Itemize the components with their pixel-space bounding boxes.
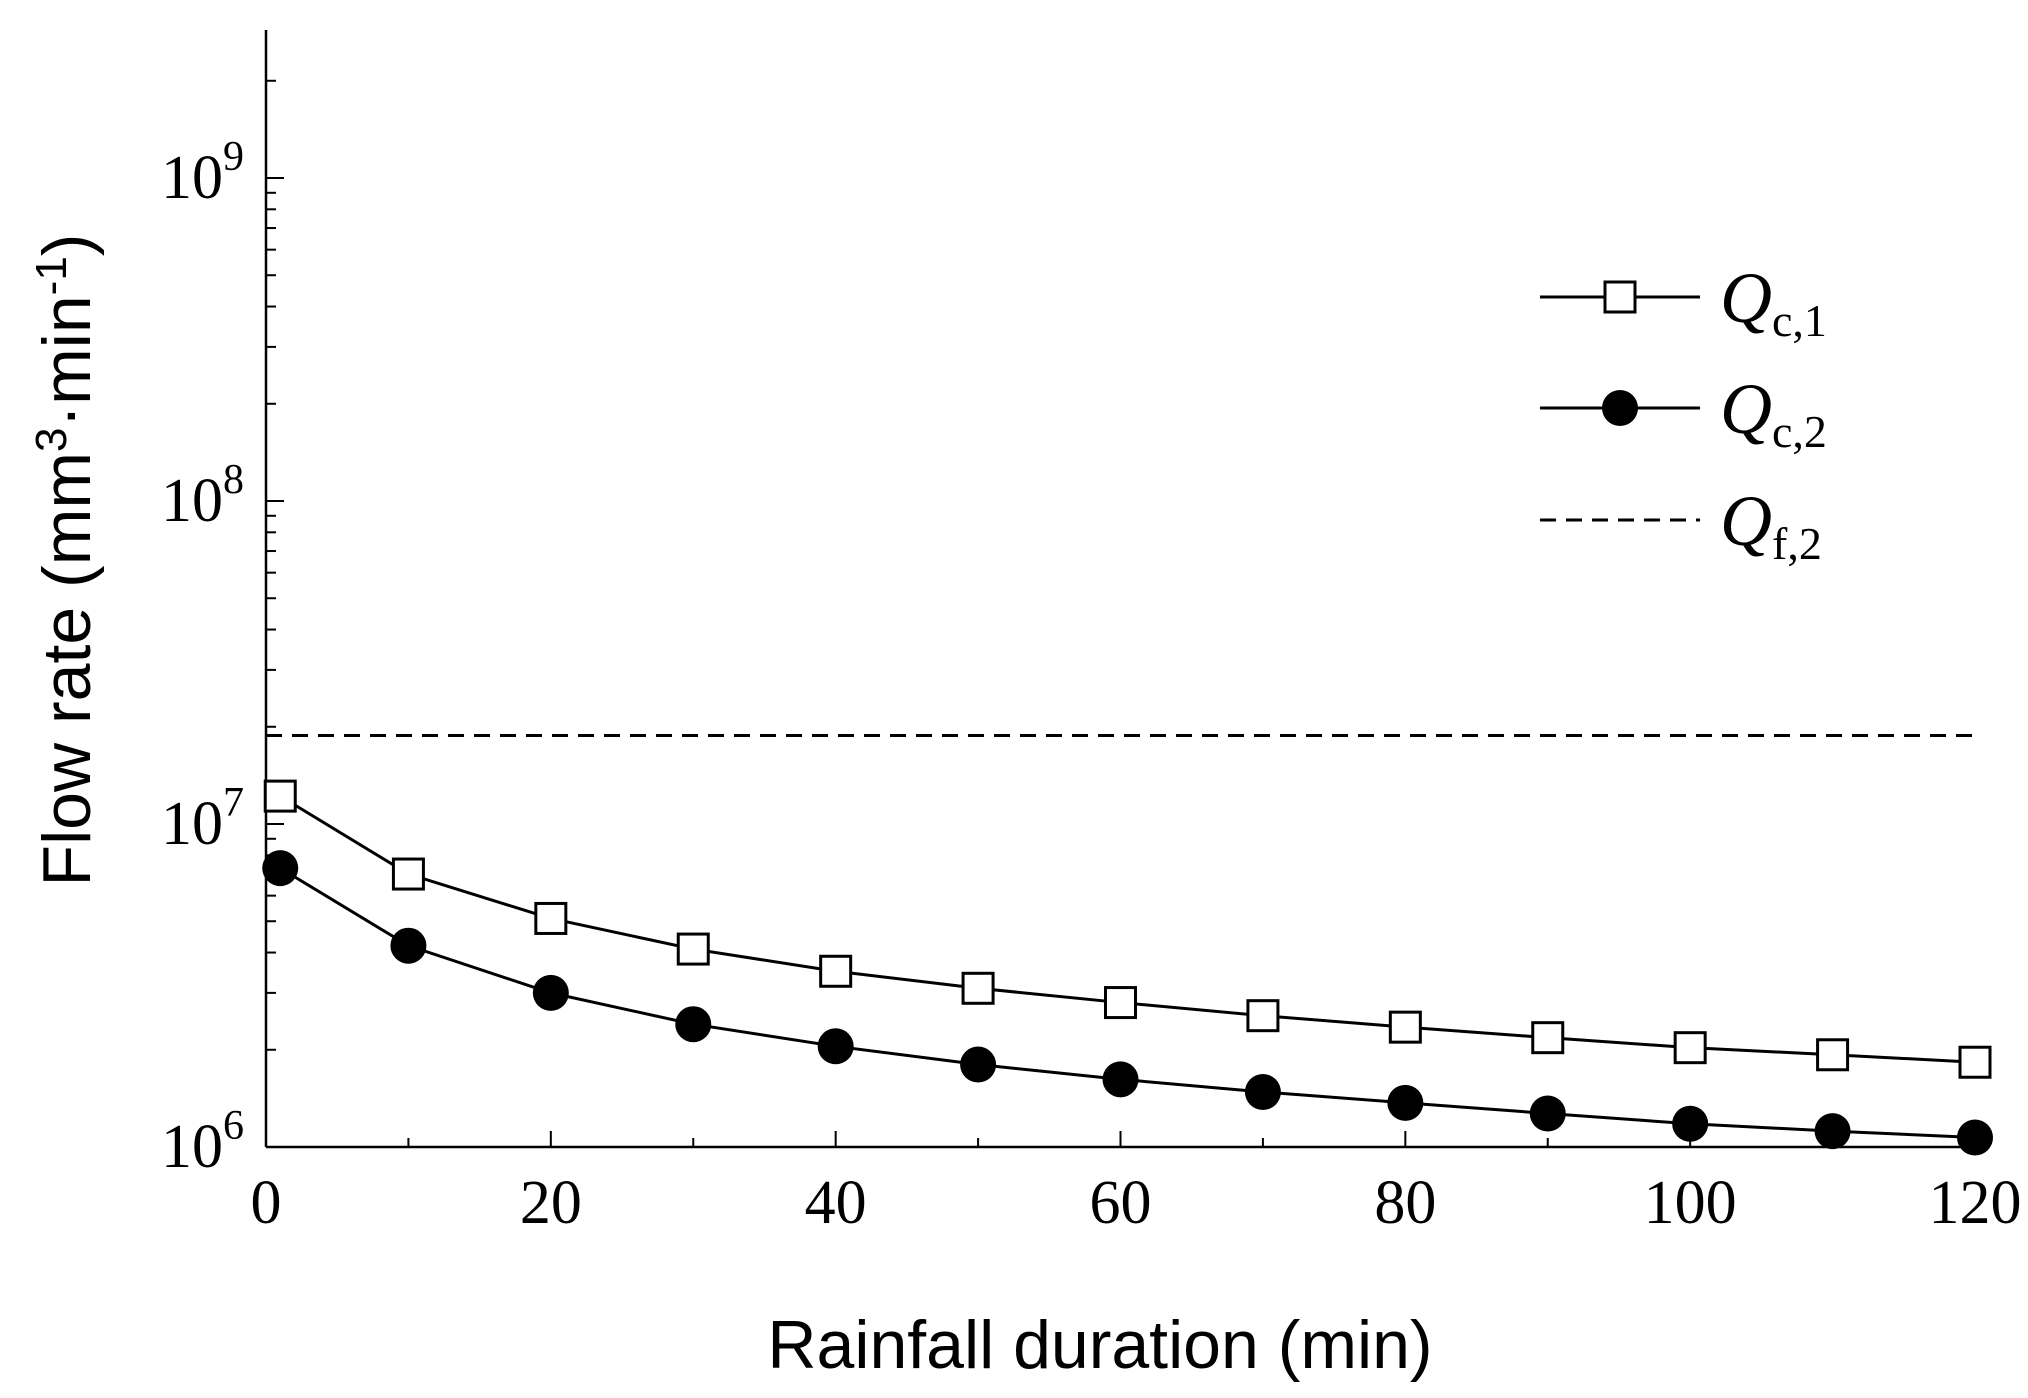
legend-item-qc2: Qc,2 [1540,369,1827,457]
series-layer [262,733,1993,1156]
data-point-square [1816,1038,1850,1072]
data-point-circle [1102,1061,1139,1098]
data-point-square [961,971,995,1005]
x-axis-title: Rainfall duration (min) [767,1307,1432,1383]
legend-label-qf2: Qf,2 [1720,481,1822,569]
y-axis-title-middle: ·min [29,295,105,427]
data-point-square [1673,1031,1707,1065]
y-tick-label: 106 [161,1103,244,1181]
data-point-square [1958,1045,1992,1079]
x-tick-label: 80 [1374,1169,1436,1237]
data-point-circle [1387,1084,1424,1121]
x-tick-label: 20 [520,1169,582,1237]
y-tick-label-base: 10 [161,1113,223,1181]
y-axis-title-prefix: Flow rate (mm [29,452,105,886]
data-point-circle [1672,1105,1709,1142]
data-point-circle [1529,1095,1566,1132]
y-tick-label: 109 [161,134,244,212]
axes [264,30,1975,1149]
data-point-circle [390,927,427,964]
data-point-square [1388,1010,1422,1044]
data-point-square [534,901,568,935]
legend-marker-qc2 [1602,390,1638,426]
y-tick-label: 107 [161,780,244,858]
legend-label-qf2-sub: f,2 [1772,518,1822,569]
y-tick-label-base: 10 [161,467,223,535]
y-tick-label-exp: 7 [223,780,244,826]
data-point-square [1246,999,1280,1033]
y-axis-title-suffix: ) [29,234,105,257]
data-point-square [1531,1021,1565,1055]
series-qc2 [262,850,1993,1156]
y-axis-title: Flow rate (mm3·min-1) [27,234,105,887]
y-axis-title-sup1: 3 [27,428,76,452]
legend-label-qc2: Qc,2 [1720,369,1827,457]
series-qc1 [263,779,1992,1079]
x-tick-label: 0 [251,1169,282,1237]
x-tick-label: 100 [1644,1169,1737,1237]
legend-label-qc2-main: Q [1720,369,1772,449]
data-point-circle [675,1006,712,1043]
y-tick-label-exp: 9 [223,134,244,180]
y-tick-label: 108 [161,457,244,535]
data-point-circle [1244,1074,1281,1111]
legend-label-qc1: Qc,1 [1720,258,1827,346]
legend-label-qc2-sub: c,2 [1772,406,1827,457]
y-tick-label-exp: 6 [223,1103,244,1149]
y-tick-label-base: 10 [161,144,223,212]
data-point-square [391,857,425,891]
x-tick-label: 40 [805,1169,867,1237]
legend-item-qf2: Qf,2 [1540,481,1822,569]
data-point-circle [817,1028,854,1065]
data-point-square [263,779,297,813]
data-point-square [676,932,710,966]
y-axis-title-sup2: -1 [27,256,76,295]
data-point-circle [262,850,299,887]
legend-item-qc1: Qc,1 [1540,258,1827,346]
legend-label-qc1-sub: c,1 [1772,295,1827,346]
data-point-circle [1814,1113,1851,1150]
data-point-circle [1957,1119,1993,1156]
x-tick-label: 120 [1929,1169,2022,1237]
data-point-circle [960,1046,997,1083]
legend-label-qf2-main: Q [1720,481,1772,561]
x-ticks: 0 20 40 60 80 100 120 [251,1131,2022,1237]
data-point-square [819,954,853,988]
y-tick-label-base: 10 [161,790,223,858]
data-point-circle [532,974,569,1011]
y-tick-label-exp: 8 [223,457,244,503]
data-point-square [1104,986,1137,1020]
legend: Qc,1 Qc,2 Qf,2 [1540,258,1827,569]
x-tick-label: 60 [1090,1169,1152,1237]
legend-label-qc1-main: Q [1720,258,1772,338]
legend-marker-qc1 [1603,280,1637,314]
